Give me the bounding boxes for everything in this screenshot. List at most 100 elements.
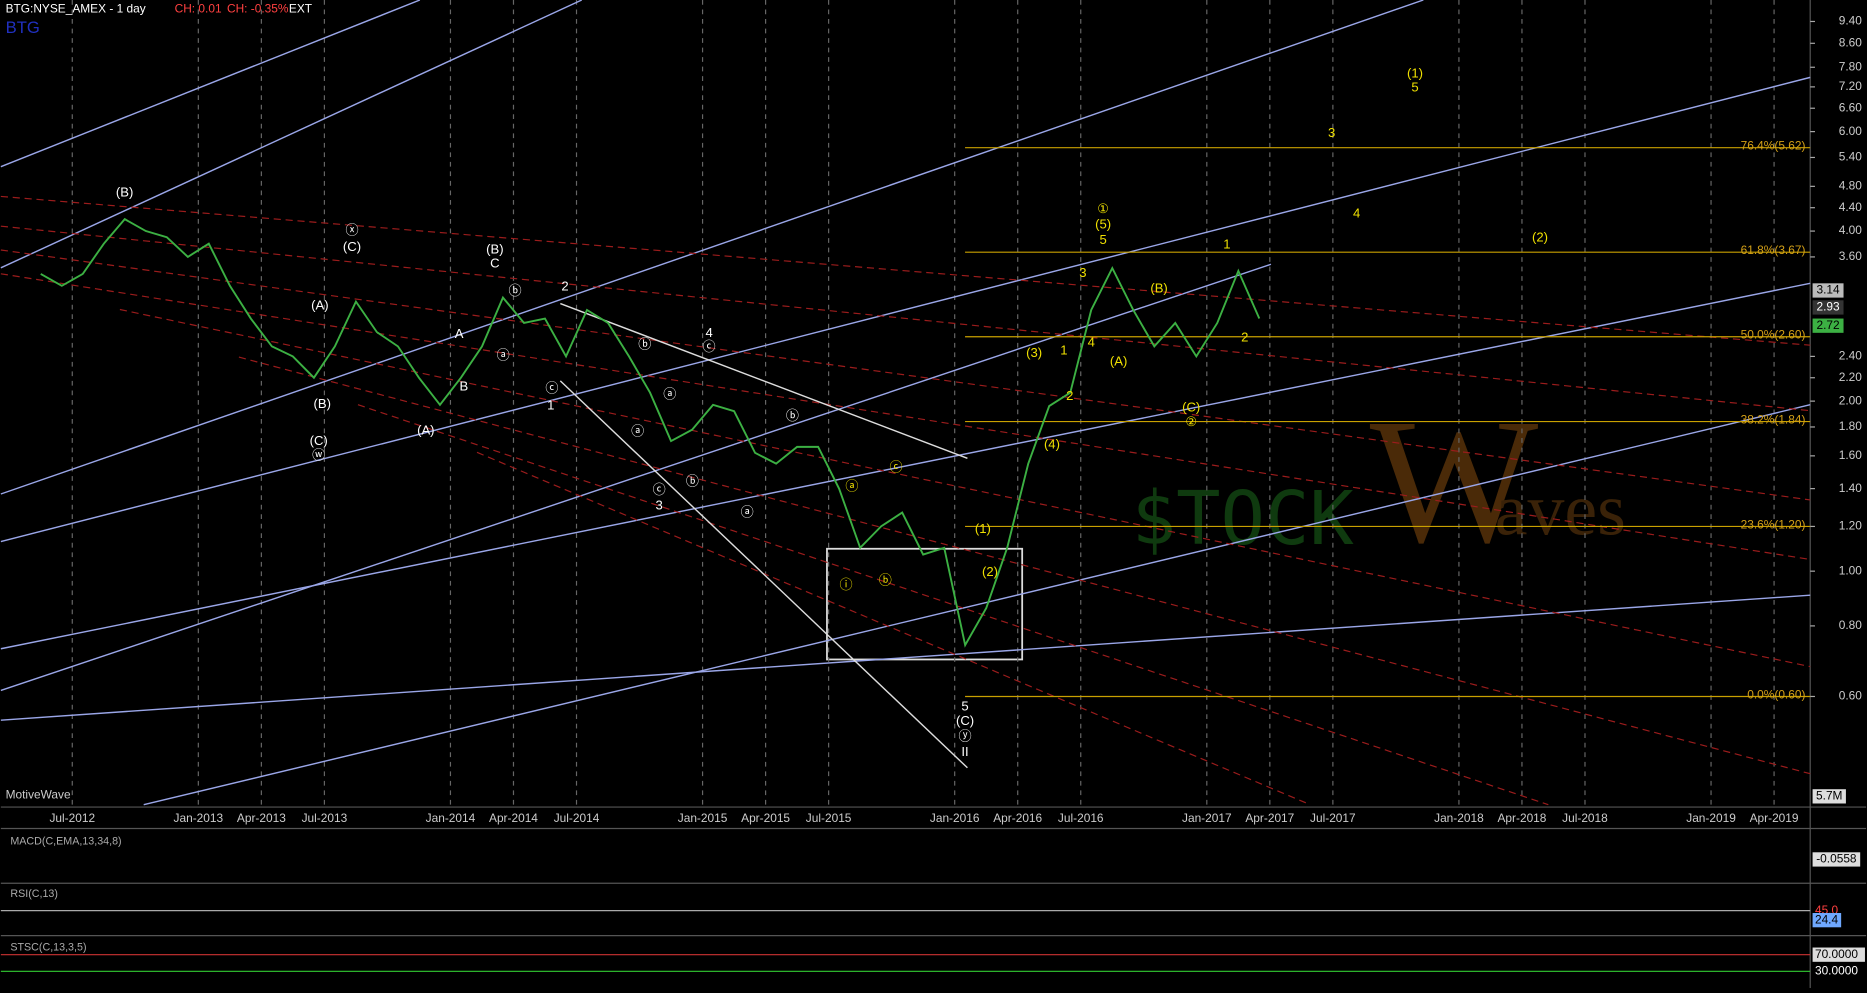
wave-label: ⓐ bbox=[845, 478, 858, 493]
wave-label: ⓦ bbox=[312, 447, 325, 462]
wave-label: 4 bbox=[1353, 206, 1360, 221]
x-tick-label: Apr-2018 bbox=[1497, 811, 1546, 825]
price-badge bbox=[1812, 283, 1844, 298]
price-badge-label: 2.93 bbox=[1816, 300, 1840, 314]
x-tick-label: Jul-2018 bbox=[1562, 811, 1608, 825]
x-tick-label: Apr-2013 bbox=[237, 811, 286, 825]
wave-label: ⓑ bbox=[638, 337, 651, 352]
wave-label: (A) bbox=[417, 422, 434, 437]
y-tick-label: 3.60 bbox=[1839, 249, 1863, 263]
wave-label: ⓐ bbox=[631, 424, 644, 439]
wave-label: (2) bbox=[982, 564, 998, 579]
trend-line bbox=[0, 76, 1811, 543]
trend-line bbox=[0, 263, 1272, 692]
legend-entry: BTG bbox=[6, 18, 40, 37]
site-label: motivewave.com bbox=[1816, 975, 1867, 987]
trend-line bbox=[0, 0, 421, 168]
highlight-box bbox=[826, 547, 1024, 661]
wave-label: ⓒ bbox=[545, 381, 558, 396]
wave-label: 4 bbox=[705, 325, 712, 340]
wave-label: II bbox=[961, 744, 968, 759]
wave-label: ⓐ bbox=[497, 347, 510, 362]
wave-label: ⓑ bbox=[509, 283, 522, 298]
wave-label: (3) bbox=[1026, 345, 1042, 360]
wave-label: 2 bbox=[1066, 388, 1073, 403]
wave-label: ② bbox=[1185, 414, 1197, 429]
x-tick-label: Apr-2014 bbox=[489, 811, 538, 825]
price-badge bbox=[1812, 300, 1844, 315]
y-tick-label: 1.80 bbox=[1839, 419, 1863, 433]
watermark: W bbox=[1370, 382, 1539, 580]
y-tick-label: 1.40 bbox=[1839, 481, 1863, 495]
x-tick-label: Jan-2014 bbox=[426, 811, 476, 825]
y-tick-label: 7.20 bbox=[1839, 79, 1863, 93]
fib-label: 0.0%(0.60) bbox=[1747, 687, 1805, 701]
wave-label: (B) bbox=[116, 184, 133, 199]
y-tick-label: 6.00 bbox=[1839, 124, 1863, 138]
wave-label: ⓨ bbox=[958, 728, 971, 743]
channel-line bbox=[238, 356, 1811, 775]
y-tick-label: 4.00 bbox=[1839, 223, 1863, 237]
wave-label: (2) bbox=[1532, 230, 1548, 245]
wave-label: ① bbox=[1097, 201, 1109, 216]
wave-label: 3 bbox=[1079, 265, 1086, 280]
x-tick-label: Jan-2018 bbox=[1434, 811, 1484, 825]
channel-line bbox=[0, 195, 1811, 346]
x-tick-label: Jul-2015 bbox=[806, 811, 852, 825]
wave-label: 3 bbox=[655, 497, 662, 512]
x-tick-label: Jan-2016 bbox=[930, 811, 980, 825]
x-tick-label: Apr-2017 bbox=[1245, 811, 1294, 825]
wave-label: ⓘ bbox=[839, 577, 852, 592]
y-tick-label: 2.20 bbox=[1839, 370, 1863, 384]
y-tick-label: 1.60 bbox=[1839, 448, 1863, 462]
trend-line bbox=[559, 380, 968, 769]
x-tick-label: Jul-2014 bbox=[554, 811, 600, 825]
macd-label: MACD(C,EMA,13,34,8) bbox=[10, 835, 121, 847]
y-tick-label: 1.00 bbox=[1839, 563, 1863, 577]
x-tick-label: Jan-2013 bbox=[174, 811, 224, 825]
channel-line bbox=[0, 273, 1811, 561]
channel-line bbox=[0, 225, 1811, 412]
wave-label: 5 bbox=[1411, 80, 1418, 95]
wave-label: ⓐ bbox=[741, 504, 754, 519]
fib-label: 50.0%(2.60) bbox=[1741, 328, 1806, 342]
wave-label: 5 bbox=[961, 699, 968, 714]
wave-label: C bbox=[490, 256, 499, 271]
stsc-upper: 70.0000 bbox=[1815, 947, 1858, 961]
wave-label: ⓐ bbox=[663, 387, 676, 402]
change-pct: CH: -0.35% bbox=[227, 2, 289, 16]
fib-label: 61.8%(3.67) bbox=[1741, 243, 1806, 257]
wave-label: 4 bbox=[1088, 334, 1095, 349]
fib-label: 23.6%(1.20) bbox=[1741, 517, 1806, 531]
y-tick-label: 8.60 bbox=[1839, 35, 1863, 49]
fib-label: 76.4%(5.62) bbox=[1741, 139, 1806, 153]
channel-line bbox=[0, 249, 1811, 501]
watermark: $TOCK bbox=[1132, 476, 1355, 562]
wave-label: ⓒ bbox=[889, 459, 902, 474]
price-badge bbox=[1812, 318, 1844, 333]
watermark: aves bbox=[1495, 469, 1626, 551]
wave-label: ⓒ bbox=[703, 339, 716, 354]
wave-label: 1 bbox=[547, 397, 554, 412]
trend-line bbox=[0, 0, 1424, 495]
channel-line bbox=[119, 308, 1811, 668]
wave-label: (1) bbox=[1407, 65, 1423, 80]
x-tick-label: Apr-2019 bbox=[1750, 811, 1799, 825]
channel-line bbox=[357, 404, 1549, 806]
y-tick-label: 2.40 bbox=[1839, 349, 1863, 363]
rsi-label: RSI(C,13) bbox=[10, 888, 58, 900]
y-tick-label: 7.80 bbox=[1839, 59, 1863, 73]
wave-label: (A) bbox=[311, 297, 328, 312]
session: EXT bbox=[289, 2, 312, 16]
symbol: BTG:NYSE_AMEX - 1 day bbox=[6, 2, 146, 16]
wave-label: 1 bbox=[1223, 237, 1230, 252]
wave-label: (C) bbox=[310, 433, 328, 448]
y-tick-label: 5.40 bbox=[1839, 150, 1863, 164]
x-tick-label: Jan-2015 bbox=[678, 811, 728, 825]
wave-label: (A) bbox=[1110, 353, 1127, 368]
stsc-badge bbox=[1812, 947, 1865, 962]
x-tick-label: Jan-2019 bbox=[1686, 811, 1736, 825]
